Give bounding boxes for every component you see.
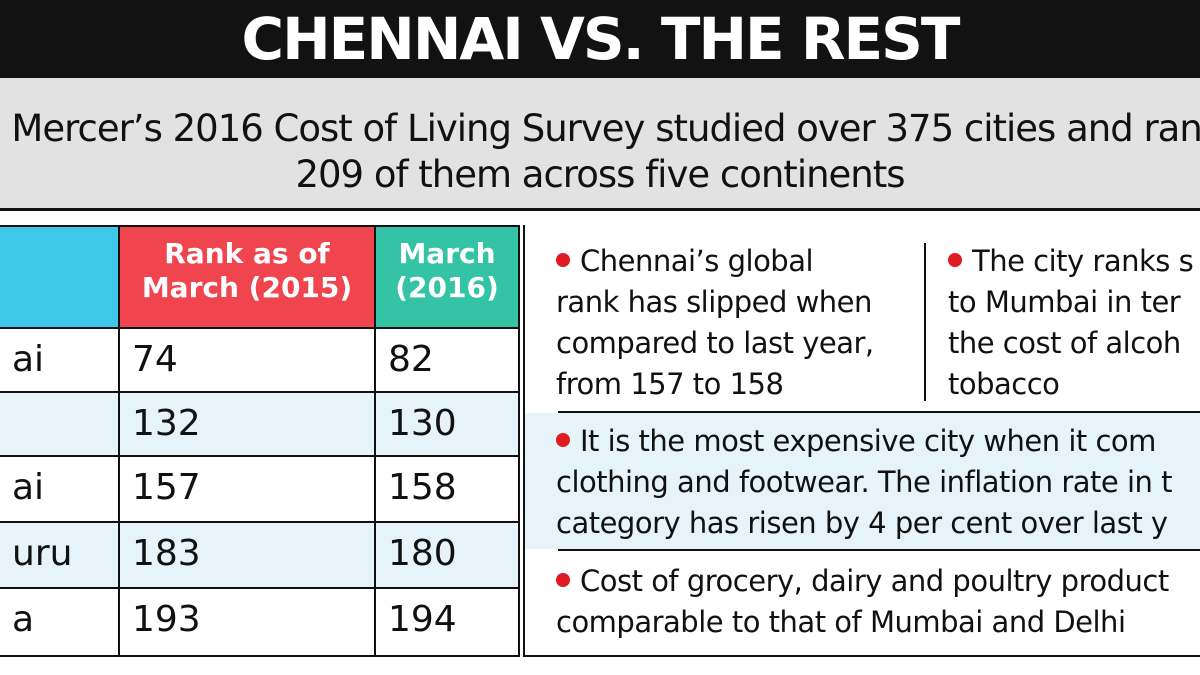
note-line: from 157 to 158 <box>556 367 784 401</box>
section-divider <box>558 411 1200 413</box>
note-line: The city ranks s <box>948 241 1200 282</box>
column-divider <box>924 243 926 401</box>
rank-2016-cell: 180 <box>374 521 520 589</box>
note-clothing: It is the most expensive city when it co… <box>556 421 1200 544</box>
note-line: to Mumbai in ter <box>948 285 1181 319</box>
note-line: rank has slipped when <box>556 285 872 319</box>
note-line: compared to last year, <box>556 326 874 360</box>
rank-2015-cell: 132 <box>118 391 376 457</box>
intro-line-1: The Mercer’s 2016 Cost of Living Survey … <box>0 107 1200 150</box>
intro-line-2: 209 of them across five continents <box>295 153 905 196</box>
notes-panel: Chennai’s global rank has slipped when c… <box>523 225 1200 657</box>
city-cell: ai <box>0 455 120 523</box>
note-line: the cost of alcoh <box>948 326 1181 360</box>
header-rank-2015: Rank as of March (2015) <box>118 225 376 329</box>
note-rank-slip: Chennai’s global rank has slipped when c… <box>556 241 916 405</box>
header-rank-2016: March (2016) <box>374 225 520 329</box>
rank-2015-cell: 193 <box>118 587 376 657</box>
note-line: clothing and footwear. The inflation rat… <box>556 465 1172 499</box>
note-line: It is the most expensive city when it co… <box>556 421 1200 462</box>
note-line: Cost of grocery, dairy and poultry produ… <box>556 561 1200 602</box>
title-banner: CHENNAI VS. THE REST <box>0 0 1200 78</box>
city-cell: ai <box>0 327 120 393</box>
rank-2016-cell: 82 <box>374 327 520 393</box>
rank-2016-cell: 130 <box>374 391 520 457</box>
note-line: tobacco <box>948 367 1060 401</box>
note-grocery: Cost of grocery, dairy and poultry produ… <box>556 561 1200 643</box>
note-line: Chennai’s global <box>556 241 916 282</box>
rank-2015-cell: 74 <box>118 327 376 393</box>
note-line: comparable to that of Mumbai and Delhi <box>556 605 1126 639</box>
city-cell: a <box>0 587 120 657</box>
bullet-icon <box>556 573 570 587</box>
header-city <box>0 225 120 329</box>
intro-panel: The Mercer’s 2016 Cost of Living Survey … <box>0 78 1200 211</box>
notes-bottom-border <box>523 655 1200 657</box>
city-cell: uru <box>0 521 120 589</box>
notes-left-border <box>523 225 525 657</box>
rank-2015-cell: 157 <box>118 455 376 523</box>
page-title: CHENNAI VS. THE REST <box>241 5 961 73</box>
rank-2016-cell: 158 <box>374 455 520 523</box>
intro-text: The Mercer’s 2016 Cost of Living Survey … <box>0 106 1200 198</box>
bullet-icon <box>556 433 570 447</box>
highlight-band <box>525 413 1200 549</box>
note-alcohol: The city ranks s to Mumbai in ter the co… <box>948 241 1200 405</box>
city-cell <box>0 391 120 457</box>
bullet-icon <box>556 253 570 267</box>
section-divider <box>558 549 1200 551</box>
rank-2015-cell: 183 <box>118 521 376 589</box>
rank-2016-cell: 194 <box>374 587 520 657</box>
bullet-icon <box>948 253 962 267</box>
note-line: category has risen by 4 per cent over la… <box>556 506 1168 540</box>
